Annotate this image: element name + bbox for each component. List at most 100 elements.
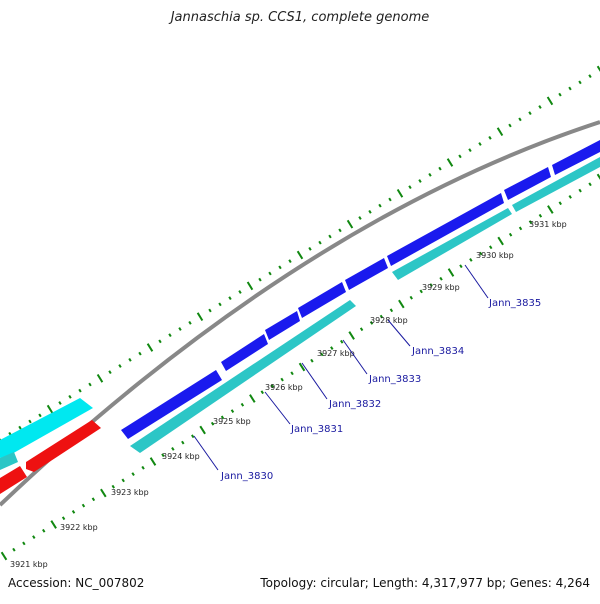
- outer-tick-mark: [58, 401, 62, 405]
- cyan-feature-block-2: [0, 452, 18, 470]
- outer-tick-mark: [478, 142, 482, 146]
- outer-tick-mark: [378, 203, 382, 208]
- outer-tick-mark: [388, 197, 392, 202]
- leader-line: [193, 435, 219, 471]
- inner-tick-mark: [409, 295, 413, 300]
- inner-tick-mark: [131, 472, 135, 476]
- inner-tick-mark: [596, 173, 600, 180]
- tick-label: 3921 kbp: [10, 560, 48, 569]
- inner-tick-mark: [359, 327, 364, 332]
- gene-forward-5: [345, 258, 388, 290]
- outer-tick-mark: [168, 333, 172, 338]
- gene-forward-4: [298, 282, 346, 318]
- outer-tick-mark: [408, 185, 412, 190]
- forward-gene-track: [121, 140, 600, 439]
- gene-forward-6: [387, 193, 504, 266]
- outer-tick-mark: [146, 343, 154, 352]
- gene-label: Jann_3830: [220, 471, 273, 482]
- gene-forward-2: [221, 334, 268, 371]
- inner-tick-mark: [298, 362, 306, 372]
- inner-tick-mark: [369, 321, 374, 325]
- left-feature-tracks: [0, 398, 101, 494]
- red-feature-block-2: [0, 466, 27, 494]
- gene-forward-3: [265, 311, 300, 340]
- gene-label: Jann_3834: [411, 346, 464, 357]
- outer-tick-mark: [178, 327, 182, 331]
- inner-tick-mark: [398, 299, 405, 309]
- tick-label: 3923 kbp: [111, 488, 149, 497]
- outer-tick-mark: [368, 209, 372, 214]
- gene-reverse-2: [392, 208, 512, 280]
- leader-line: [301, 362, 328, 400]
- outer-tick-mark: [38, 413, 42, 418]
- inner-tick-mark: [469, 258, 473, 262]
- gene-label: Jann_3833: [368, 374, 421, 385]
- leader-line: [264, 391, 291, 425]
- inner-tick-mark: [220, 415, 225, 420]
- inner-tick-mark: [171, 447, 175, 451]
- tick-label: 3929 kbp: [422, 283, 460, 292]
- outer-tick-mark: [138, 351, 142, 356]
- outer-tick-mark: [278, 265, 282, 270]
- outer-tick-mark: [18, 425, 22, 430]
- outer-tick-mark: [288, 259, 292, 264]
- outer-tick-mark: [428, 172, 432, 177]
- inner-tick-mark: [447, 268, 455, 277]
- inner-tick-mark: [508, 232, 513, 237]
- inner-tick-mark: [538, 213, 543, 218]
- inner-tick-mark: [22, 541, 26, 546]
- reverse-gene-track: [130, 157, 600, 453]
- leader-line: [387, 319, 411, 347]
- tick-label: 3930 kbp: [476, 251, 514, 260]
- inner-tick-mark: [191, 434, 195, 439]
- outer-tick-mark: [338, 228, 342, 233]
- gene-label-leaders: [193, 264, 489, 471]
- outer-tick-mark: [96, 373, 104, 383]
- tick-label: 3926 kbp: [265, 383, 303, 392]
- outer-tick-mark: [418, 179, 422, 183]
- inner-tick-mark: [111, 484, 115, 489]
- inner-tick-mark: [340, 339, 344, 344]
- outer-tick-mark: [268, 271, 272, 276]
- tick-label: 3927 kbp: [317, 349, 355, 358]
- inner-tick-mark: [528, 220, 533, 224]
- tick-label: 3924 kbp: [162, 452, 200, 461]
- gene-label: Jann_3835: [488, 298, 541, 309]
- inner-tick-mark: [270, 384, 274, 388]
- inner-tick-mark: [439, 276, 443, 281]
- inner-tick-mark: [310, 358, 314, 363]
- outer-tick-mark: [346, 219, 354, 229]
- inner-tick-mark: [379, 314, 384, 319]
- inner-tick-mark: [141, 465, 145, 470]
- outer-tick-mark: [496, 127, 504, 137]
- outer-tick-mark: [546, 96, 554, 106]
- inner-tick-mark: [12, 547, 16, 552]
- inner-tick-mark: [389, 308, 394, 313]
- leader-line: [342, 339, 368, 375]
- gene-labels: Jann_3830 Jann_3831 Jann_3832 Jann_3833 …: [220, 298, 541, 482]
- outer-tick-mark: [358, 216, 362, 220]
- inner-tick-mark: [330, 346, 334, 350]
- outer-tick-mark: [518, 117, 522, 122]
- outer-tick-mark: [396, 188, 404, 198]
- outer-tick-mark: [88, 382, 92, 387]
- outer-tick-mark: [446, 158, 454, 167]
- outer-tick-mark: [458, 154, 462, 159]
- outer-tick-mark: [258, 277, 262, 282]
- outer-tick-mark: [28, 419, 32, 424]
- inner-tick-mark: [489, 245, 493, 250]
- tick-label: 3922 kbp: [60, 523, 98, 532]
- inner-tick-mark: [91, 497, 96, 502]
- leader-line: [464, 264, 489, 299]
- inner-tick-mark: [260, 390, 264, 395]
- inner-tick-mark: [547, 205, 554, 214]
- gene-reverse-3: [512, 157, 600, 212]
- outer-tick-mark: [68, 394, 72, 399]
- gene-forward-1: [121, 370, 222, 439]
- inner-tick-mark: [210, 421, 215, 426]
- cyan-feature-block: [0, 398, 93, 458]
- inner-tick-track: [0, 173, 600, 561]
- inner-tick-mark: [42, 528, 46, 533]
- outer-tick-mark: [188, 320, 192, 325]
